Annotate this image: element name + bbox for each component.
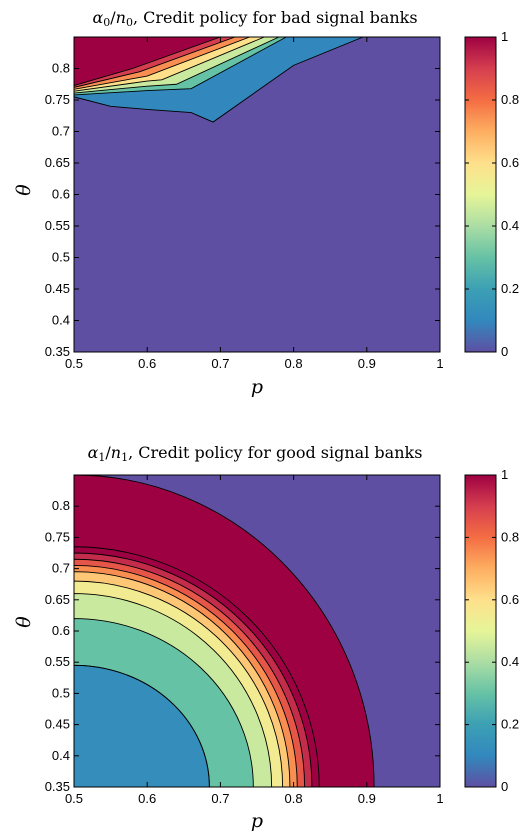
x-axis-label: p xyxy=(251,376,263,398)
chart-panel-bad-signal: α0/n0, Credit policy for bad signal bank… xyxy=(13,8,519,398)
contour-region xyxy=(74,37,221,86)
y-tick-label: 0.45 xyxy=(45,281,70,296)
y-tick-label: 0.35 xyxy=(45,779,70,794)
colorbar-tick-label: 0.4 xyxy=(501,654,519,669)
x-tick-label: 0.7 xyxy=(211,791,229,806)
colorbar-tick-label: 1 xyxy=(501,467,508,482)
y-tick-label: 0.4 xyxy=(52,748,70,763)
plot-area: 0.5 0.6 0.7 0.8 0.9 1 0.35 0.4 0.45 0.5 0.55 0.6 0.6… xyxy=(45,474,444,806)
y-tick-label: 0.75 xyxy=(45,92,70,107)
colorbar-gradient xyxy=(464,36,497,353)
colorbar-tick-label: 0.8 xyxy=(501,529,519,544)
contour-line xyxy=(74,664,210,787)
y-tick-label: 0.45 xyxy=(45,717,70,732)
colorbar: 0 0.2 0.4 0.6 0.8 1 xyxy=(464,467,519,794)
y-tick-label: 0.75 xyxy=(45,529,70,544)
colorbar-tick-label: 0.6 xyxy=(501,155,519,170)
x-tick-label: 0.7 xyxy=(211,356,229,371)
colorbar-tick-label: 0.2 xyxy=(501,281,519,296)
colorbar-tick-label: 0 xyxy=(501,779,508,794)
x-tick-label: 0.6 xyxy=(138,791,156,806)
x-tick-label: 1 xyxy=(436,791,443,806)
x-tick-label: 1 xyxy=(436,356,443,371)
x-tick-label: 0.6 xyxy=(138,356,156,371)
x-tick-label: 0.8 xyxy=(285,791,303,806)
colorbar-gradient xyxy=(464,474,497,788)
y-tick-label: 0.4 xyxy=(52,313,70,328)
colorbar-tick-label: 0.6 xyxy=(501,592,519,607)
x-tick-label: 0.9 xyxy=(358,791,376,806)
plot-area: 0.5 0.6 0.7 0.8 0.9 1 0.35 0.4 0.45 0.5 0.55 0.6 0.6… xyxy=(45,36,444,371)
chart-title: α0/n0, Credit policy for bad signal bank… xyxy=(92,8,417,29)
colorbar-tick-label: 1 xyxy=(501,29,508,44)
y-tick-label: 0.55 xyxy=(45,218,70,233)
x-tick-label: 0.8 xyxy=(285,356,303,371)
y-tick-label: 0.6 xyxy=(52,187,70,202)
x-tick-label: 0.9 xyxy=(358,356,376,371)
y-tick-label: 0.6 xyxy=(52,623,70,638)
colorbar-tick-label: 0.4 xyxy=(501,218,519,233)
chart-title: α1/n1, Credit policy for good signal ban… xyxy=(88,443,423,464)
y-tick-label: 0.35 xyxy=(45,344,70,359)
y-tick-label: 0.5 xyxy=(52,685,70,700)
colorbar-tick-label: 0.2 xyxy=(501,717,519,732)
x-tick-label: 0.5 xyxy=(65,791,83,806)
y-tick-label: 0.8 xyxy=(52,498,70,513)
y-tick-label: 0.5 xyxy=(52,250,70,265)
x-tick-label: 0.5 xyxy=(65,356,83,371)
y-tick-label: 0.65 xyxy=(45,592,70,607)
chart-panel-good-signal: α1/n1, Credit policy for good signal ban… xyxy=(13,443,519,832)
y-tick-label: 0.7 xyxy=(52,561,70,576)
y-tick-label: 0.65 xyxy=(45,155,70,170)
y-tick-label: 0.55 xyxy=(45,654,70,669)
colorbar: 0 0.2 0.4 0.6 0.8 1 xyxy=(464,29,519,359)
y-tick-label: 0.7 xyxy=(52,124,70,139)
x-axis-label: p xyxy=(251,810,263,832)
y-axis-label: θ xyxy=(13,616,35,628)
colorbar-tick-label: 0.8 xyxy=(501,92,519,107)
y-axis-label: θ xyxy=(13,184,35,196)
colorbar-tick-label: 0 xyxy=(501,344,508,359)
y-tick-label: 0.8 xyxy=(52,61,70,76)
